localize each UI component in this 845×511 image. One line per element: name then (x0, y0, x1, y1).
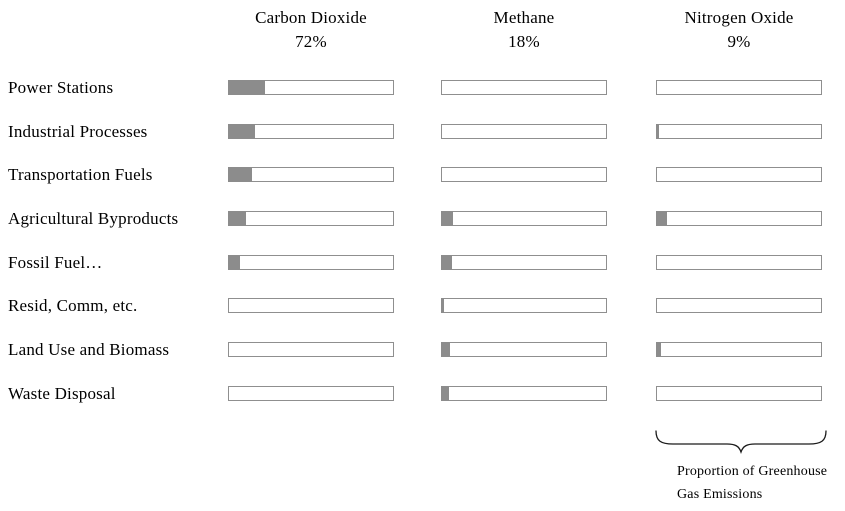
column-share: 18% (508, 32, 540, 51)
bar-track (228, 80, 394, 95)
bar-fill (441, 298, 444, 314)
column-title: Methane (493, 8, 555, 27)
row-label: Land Use and Biomass (8, 339, 170, 359)
column-share: 72% (295, 32, 327, 51)
bar-fill (656, 123, 659, 139)
bar-fill (656, 210, 667, 226)
column-header-nitrogen-oxide: Nitrogen Oxide 9% (629, 6, 845, 54)
bar-track (656, 80, 822, 95)
bar-track (441, 167, 607, 183)
bar-track (228, 254, 394, 270)
bar-fill (441, 385, 450, 401)
bar-track (228, 210, 394, 226)
bar-fill (228, 210, 246, 226)
row-label: Resid, Comm, etc. (8, 296, 138, 316)
row-label: Agricultural Byproducts (8, 208, 179, 228)
column-header-carbon-dioxide: Carbon Dioxide 72% (201, 6, 421, 54)
brace-annotation-icon (655, 430, 827, 455)
bar-track (656, 385, 822, 401)
brace-caption: Proportion of Greenhouse Gas Emissions (677, 460, 827, 506)
bar-fill (228, 167, 253, 183)
column-title: Nitrogen Oxide (684, 8, 794, 27)
brace-caption-line1: Proportion of Greenhouse (677, 464, 828, 479)
row-label: Power Stations (8, 78, 114, 97)
bar-track (441, 298, 607, 314)
bar-track (656, 298, 822, 314)
bar-track (228, 298, 394, 314)
bar-track (656, 341, 822, 357)
bar-track (656, 210, 822, 226)
bar-fill (656, 341, 662, 357)
row-label: Industrial Processes (8, 121, 148, 141)
brace-caption-line2: Gas Emissions (677, 487, 763, 502)
bar-fill (228, 254, 240, 270)
row-label: Fossil Fuel… (8, 252, 103, 272)
bar-track (656, 123, 822, 139)
bar-track (441, 254, 607, 270)
bar-track (228, 123, 394, 139)
bar-track (441, 341, 607, 357)
bar-track (441, 385, 607, 401)
column-title: Carbon Dioxide (255, 8, 367, 27)
bar-track (441, 123, 607, 139)
row-label: Waste Disposal (8, 383, 116, 403)
bar-track (228, 341, 394, 357)
bar-fill (228, 80, 266, 95)
column-share: 9% (727, 32, 751, 51)
column-header-methane: Methane 18% (414, 6, 634, 54)
bar-track (228, 385, 394, 401)
bar-track (656, 254, 822, 270)
bar-track (441, 80, 607, 95)
bar-track (441, 210, 607, 226)
bar-fill (228, 123, 256, 139)
bar-track (228, 167, 394, 183)
row-label: Transportation Fuels (8, 165, 153, 185)
bar-fill (441, 341, 451, 357)
bar-fill (441, 254, 452, 270)
bar-track (656, 167, 822, 183)
bar-fill (441, 210, 453, 226)
